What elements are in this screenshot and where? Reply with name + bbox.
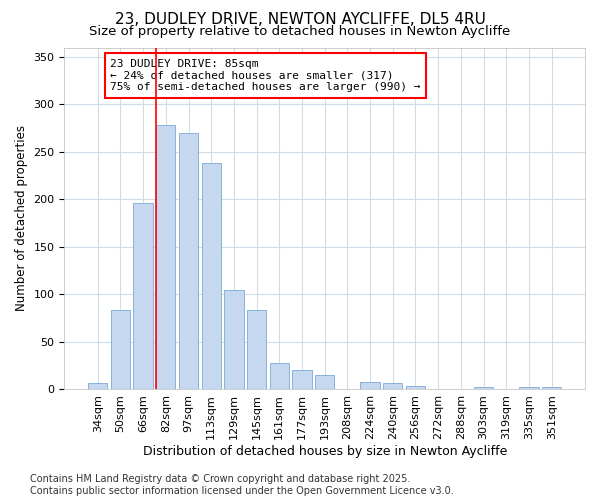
- Text: Contains HM Land Registry data © Crown copyright and database right 2025.
Contai: Contains HM Land Registry data © Crown c…: [30, 474, 454, 496]
- Text: Size of property relative to detached houses in Newton Aycliffe: Size of property relative to detached ho…: [89, 25, 511, 38]
- Text: 23, DUDLEY DRIVE, NEWTON AYCLIFFE, DL5 4RU: 23, DUDLEY DRIVE, NEWTON AYCLIFFE, DL5 4…: [115, 12, 485, 28]
- Bar: [202, 163, 221, 389]
- Bar: [361, 382, 380, 389]
- Bar: [247, 310, 266, 389]
- X-axis label: Distribution of detached houses by size in Newton Aycliffe: Distribution of detached houses by size …: [143, 444, 507, 458]
- Bar: [292, 370, 311, 389]
- Bar: [520, 387, 539, 389]
- Bar: [406, 386, 425, 389]
- Bar: [88, 384, 107, 389]
- Bar: [156, 126, 175, 389]
- Bar: [383, 384, 403, 389]
- Y-axis label: Number of detached properties: Number of detached properties: [15, 125, 28, 311]
- Bar: [315, 374, 334, 389]
- Bar: [133, 203, 153, 389]
- Bar: [179, 133, 198, 389]
- Bar: [474, 387, 493, 389]
- Bar: [224, 290, 244, 389]
- Text: 23 DUDLEY DRIVE: 85sqm
← 24% of detached houses are smaller (317)
75% of semi-de: 23 DUDLEY DRIVE: 85sqm ← 24% of detached…: [110, 59, 421, 92]
- Bar: [111, 310, 130, 389]
- Bar: [542, 387, 562, 389]
- Bar: [269, 364, 289, 389]
